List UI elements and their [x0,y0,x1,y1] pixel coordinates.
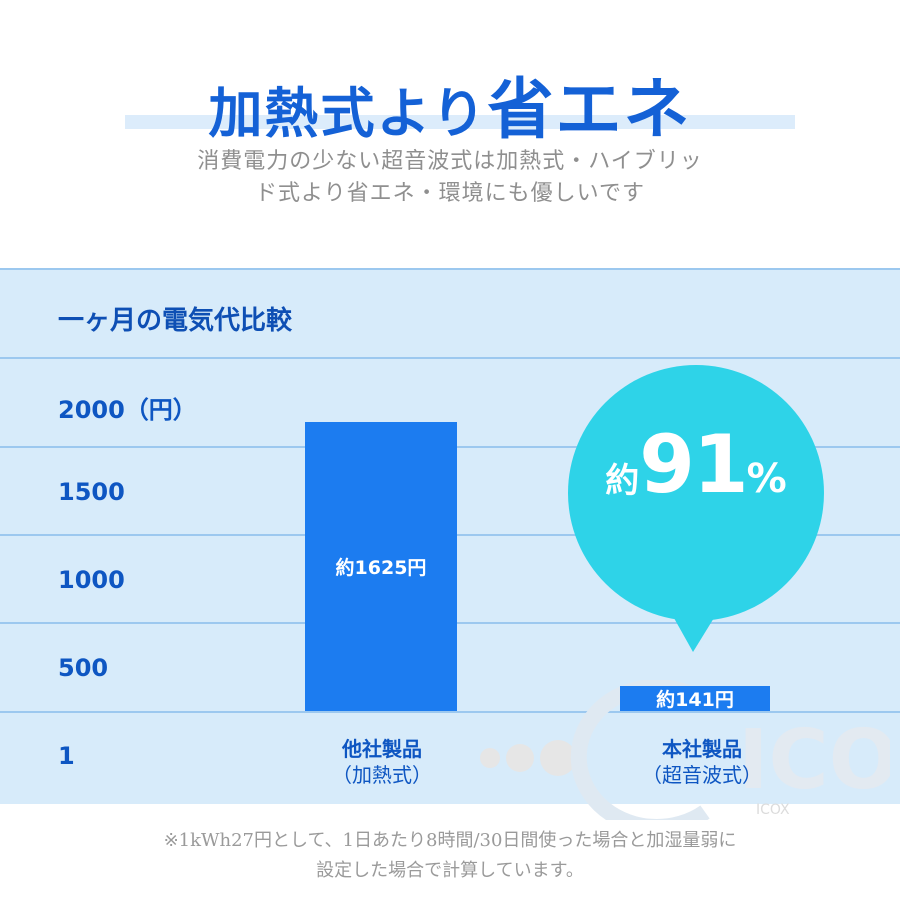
bubble-circle [568,365,824,621]
watermark-text: ICOX [738,713,890,808]
footnote-line2: 設定した場合で計算しています。 [316,860,584,881]
title-part2: 省エネ [487,71,692,148]
chart-title: 一ヶ月の電気代比較 [58,306,293,336]
data-label-own-product: 約141円 [656,689,734,712]
footnote: ※1kWh27円として、1日あたり8時間/30日間使った場合と加湿量弱に 設定し… [60,826,840,886]
category-name: 他社製品 [342,737,422,761]
watermark-dot [506,744,534,772]
bar-own-product [620,685,770,711]
data-label-competitor: 約1625円 [335,557,427,580]
y-tick-1000: 1000 [58,566,125,594]
title-underline-band [125,115,795,129]
bar-competitor [305,421,457,711]
y-tick-label: 2000（円） [58,390,197,425]
footnote-line1: ※1kWh27円として、1日あたり8時間/30日間使った場合と加湿量弱に [163,830,737,851]
watermark-dot [480,748,500,768]
category-sub: （加熱式） [332,763,432,787]
subtitle-line2: ド式より省エネ・環境にも優しいです [255,181,645,206]
watermark-dot [540,740,576,776]
watermark-small-text: ICOX [756,802,790,818]
y-tick-1500: 1500 [58,478,125,506]
subtitle: 消費電力の少ない超音波式は加熱式・ハイブリッ ド式より省エネ・環境にも優しいです [150,146,750,210]
page-title: 加熱式より省エネ [0,56,900,152]
category-own-product: 本社製品 （超音波式） [612,736,792,788]
category-name: 本社製品 [662,737,742,761]
category-sub: （超音波式） [642,763,762,787]
watermark-logo: ICOX ICOX [480,680,890,820]
annotation-unit: % [746,456,787,502]
annotation-value: 91 [639,418,748,511]
category-competitor: 他社製品 （加熱式） [302,736,462,788]
percent-bubble [568,365,824,652]
grid-line [0,357,900,359]
y-axis-unit: （円） [124,396,197,424]
title-part1: 加熱式より [208,82,488,145]
annotation-prefix: 約 [605,461,640,501]
y-tick-500: 500 [58,654,109,682]
y-tick-2000: 2000 [58,396,125,424]
header: 加熱式より省エネ [0,50,900,148]
subtitle-line1: 消費電力の少ない超音波式は加熱式・ハイブリッ [197,149,703,174]
y-tick-1: 1 [58,742,75,770]
percent-annotation: 約91% [565,418,827,511]
grid-line [0,711,900,713]
